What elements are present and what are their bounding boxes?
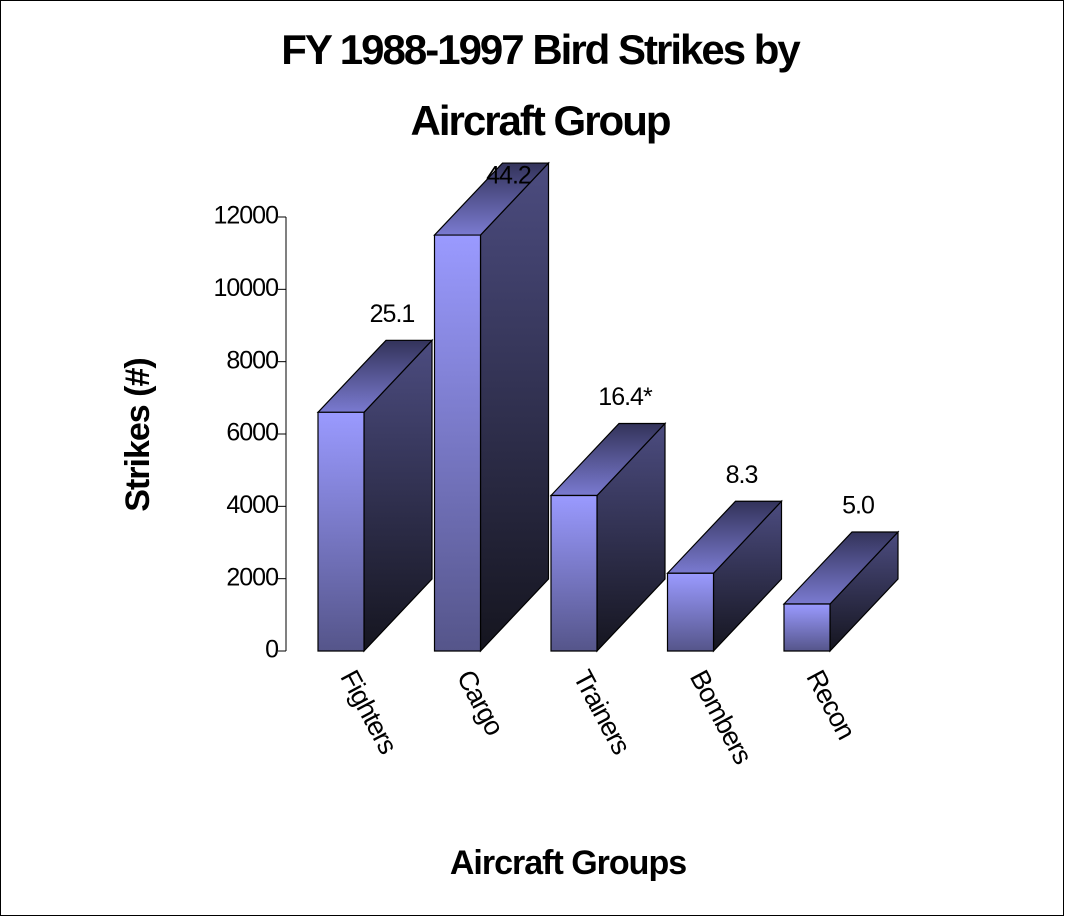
y-tick-label: 4000	[226, 491, 278, 519]
y-tick-label: 6000	[226, 419, 278, 447]
y-tick-label: 8000	[226, 346, 278, 374]
bar-front	[317, 411, 365, 652]
bar	[549, 421, 667, 653]
chart-title: Aircraft Group	[410, 97, 669, 144]
data-label: 44.2	[486, 162, 531, 190]
y-tick-label: 2000	[226, 563, 278, 591]
y-axis-label: Strikes (#)	[119, 358, 157, 511]
data-label: 8.3	[726, 461, 758, 489]
bar-front	[433, 234, 482, 652]
bar-front	[550, 494, 598, 652]
bar	[316, 338, 434, 653]
bar	[433, 161, 550, 653]
data-label: 25.1	[370, 300, 415, 328]
chart-title: FY 1988-1997 Bird Strikes by	[281, 26, 801, 73]
data-label: 16.4*	[598, 383, 653, 411]
x-axis-label: Aircraft Groups	[450, 844, 686, 882]
bar-side	[479, 161, 550, 653]
bar	[782, 530, 900, 653]
y-tick-label: 12000	[213, 202, 278, 230]
bar	[666, 499, 783, 653]
bar-front	[666, 572, 715, 652]
y-tick-label: 0	[265, 636, 278, 664]
data-label: 5.0	[842, 492, 874, 520]
y-tick-label: 10000	[213, 274, 278, 302]
bar-front	[783, 603, 831, 652]
